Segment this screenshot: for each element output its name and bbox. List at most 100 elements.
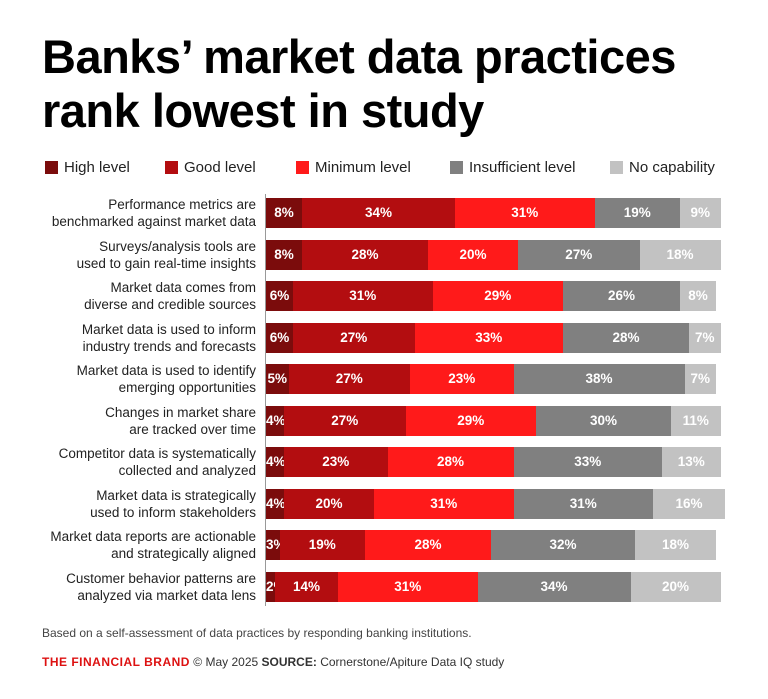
bar-segment [405, 405, 536, 436]
data-label: 11% [682, 412, 709, 428]
bar-segment [266, 281, 293, 311]
bar-segment [518, 239, 640, 270]
legend-item: Good level [165, 158, 256, 176]
data-label: 19% [623, 205, 651, 220]
date: © May 2025 [193, 655, 259, 669]
category-label: Surveys/analysis tools are used to gain … [76, 238, 256, 271]
bar-segment [338, 571, 478, 602]
data-label: 27% [340, 329, 368, 345]
bar-segment [513, 364, 685, 394]
bar-segment [266, 364, 289, 394]
data-label: 4% [266, 454, 286, 469]
data-label: 23% [448, 371, 476, 386]
legend-item: Minimum level [296, 158, 411, 176]
data-label: 33% [475, 329, 503, 345]
bar-segment [387, 447, 514, 477]
data-label: 38% [585, 371, 613, 386]
legend-label: Minimum level [315, 158, 411, 176]
bar-segment [671, 405, 721, 436]
data-label: 30% [589, 412, 618, 428]
bar-segment [414, 322, 563, 353]
data-label: 27% [335, 371, 363, 386]
bar-segment [684, 364, 716, 394]
bar-segment [563, 281, 680, 311]
bar-segment [275, 571, 338, 602]
data-label: 20% [661, 578, 690, 594]
bar-segment [266, 239, 302, 270]
bar-segment [513, 488, 653, 519]
category-label: Performance metrics are benchmarked agai… [51, 197, 256, 229]
data-label: 28% [612, 329, 640, 345]
bar-segment [284, 488, 374, 519]
bar-segment [428, 239, 518, 270]
data-label: 14% [292, 578, 321, 594]
bar-segment [284, 447, 388, 477]
legend-item: High level [45, 158, 130, 176]
bar-segment [266, 405, 284, 436]
legend-swatch [296, 160, 309, 174]
data-label: 20% [315, 495, 343, 511]
data-label: 31% [394, 578, 422, 594]
legend-swatch [610, 160, 623, 174]
data-label: 32% [549, 537, 577, 552]
bar-segment [293, 281, 433, 311]
data-label: 29% [484, 288, 512, 303]
bar-segment [635, 530, 716, 560]
data-label: 28% [351, 246, 379, 262]
data-label: 28% [414, 537, 442, 552]
data-label: 18% [661, 537, 690, 552]
bar-segment [689, 322, 721, 353]
data-label: 5% [267, 371, 287, 386]
bar-segment [662, 447, 721, 477]
bar-segment [266, 322, 293, 353]
category-label: Changes in market share are tracked over… [105, 404, 256, 437]
data-label: 6% [269, 329, 290, 345]
legend-item: Insufficient level [450, 158, 575, 176]
bar-segment [630, 571, 721, 602]
bar-segment [266, 447, 284, 477]
bar-segment [653, 488, 725, 519]
bar-segment [477, 571, 631, 602]
bar-segment [266, 198, 302, 228]
bar-segment [536, 405, 671, 436]
legend-swatch [165, 160, 178, 174]
data-label: 34% [540, 578, 568, 594]
data-label: 8% [274, 205, 294, 220]
data-label: 28% [436, 454, 465, 469]
data-label: 31% [569, 495, 597, 511]
data-label: 7% [690, 371, 710, 386]
bar-segment [288, 364, 410, 394]
bar-segment [302, 239, 428, 270]
category-label: Market data is used to identify emerging… [76, 363, 256, 395]
footer: THE FINANCIAL BRAND © May 2025 SOURCE: C… [42, 655, 504, 669]
data-label: 16% [675, 495, 703, 511]
data-label: 6% [269, 288, 290, 303]
bar-segment [266, 530, 280, 560]
legend-label: No capability [629, 158, 715, 176]
legend-label: Insufficient level [469, 158, 576, 176]
data-label: 31% [511, 205, 539, 220]
bar-segment [513, 447, 662, 477]
bar-segment [432, 281, 563, 311]
category-label: Market data is used to inform industry t… [81, 321, 256, 354]
axis-line [265, 194, 266, 606]
bar-segment [266, 571, 275, 602]
data-label: 20% [459, 246, 487, 262]
data-label: 4% [266, 412, 286, 428]
legend-item: No capability [610, 158, 715, 176]
category-label: Market data comes from diverse and credi… [84, 280, 256, 312]
data-label: 13% [677, 454, 705, 469]
data-label: 31% [349, 288, 377, 303]
bar-segment [365, 530, 491, 560]
legend-swatch [45, 160, 58, 174]
brand: THE FINANCIAL BRAND [42, 655, 190, 669]
bar-segment [563, 322, 689, 353]
bar-segment [284, 405, 406, 436]
data-label: 27% [565, 246, 593, 262]
legend-label: Good level [184, 158, 256, 176]
category-label: Market data is strategically used to inf… [90, 487, 256, 520]
category-label: Customer behavior patterns are analyzed … [66, 570, 256, 603]
legend-swatch [450, 160, 463, 174]
data-label: 33% [574, 454, 602, 469]
data-label: 3% [266, 537, 286, 552]
